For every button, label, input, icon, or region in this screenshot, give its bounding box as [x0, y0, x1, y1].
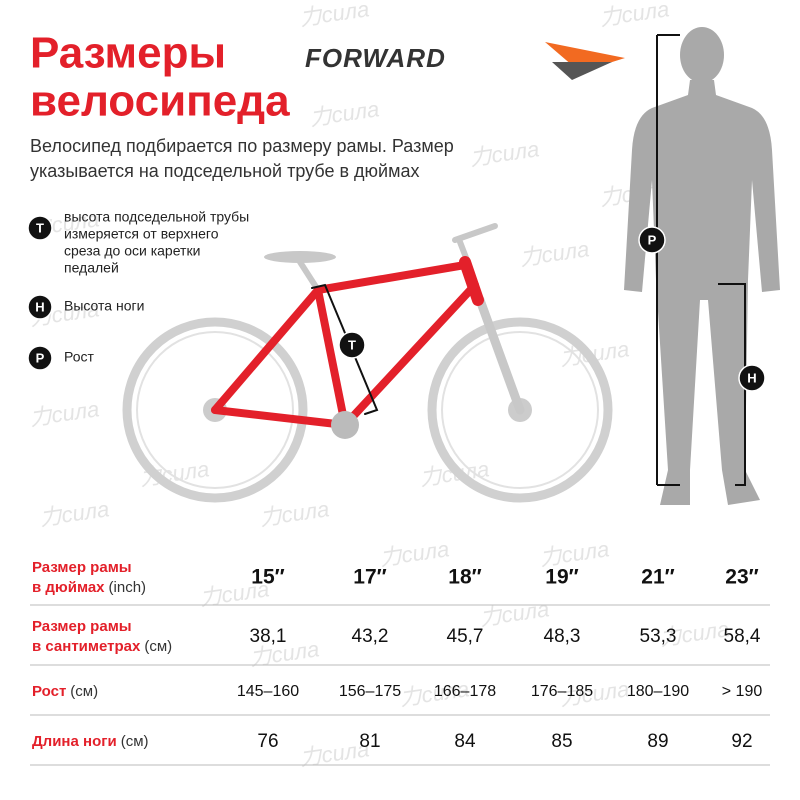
table-cell: 21″	[641, 566, 674, 589]
table-cell: 19″	[545, 566, 578, 589]
badge-letter: Н	[35, 299, 44, 314]
legend-text: Высота ноги	[64, 298, 144, 314]
badge-circle	[638, 226, 666, 254]
table-cell: 15″	[251, 566, 284, 589]
legend-text: среза до оси каретки	[64, 243, 200, 259]
badge-circle	[27, 345, 53, 371]
badge-circle	[738, 364, 766, 392]
table-cell: 58,4	[724, 626, 761, 647]
subtitle-line: Велосипед подбирается по размеру рамы. Р…	[30, 136, 454, 156]
row-unit: (см)	[70, 683, 98, 700]
table-cell: 76	[257, 731, 278, 752]
row-label: Размер рамы	[32, 559, 132, 576]
row-label: в сантиметрах (см)	[32, 638, 172, 655]
brand: FORWARD	[305, 43, 446, 73]
row-label-text: в сантиметрах	[32, 638, 141, 655]
table-cell: 166–178	[434, 683, 496, 700]
bike	[122, 223, 613, 503]
row-unit: (inch)	[109, 579, 147, 596]
row-label-text: Длина ноги	[32, 733, 117, 750]
row-label-text: в дюймах	[32, 579, 105, 596]
table-cell: 156–175	[339, 683, 401, 700]
table-cell: 48,3	[544, 626, 581, 647]
badge-letter: Т	[348, 337, 356, 352]
table-cell: 23″	[725, 566, 758, 589]
legend-text: измеряется от верхнего	[64, 226, 219, 242]
table-cell: 145–160	[237, 683, 299, 700]
table-cell: > 190	[722, 683, 763, 700]
row-label: в дюймах (inch)	[32, 579, 146, 596]
table-cell: 92	[731, 731, 752, 752]
brand-logo	[552, 62, 612, 80]
badge-circle	[338, 331, 366, 359]
badge-letter: Р	[648, 232, 657, 247]
table-cell: 17″	[353, 566, 386, 589]
table-cell: 180–190	[627, 683, 689, 700]
watermark: 力сила	[518, 236, 591, 270]
badge-letter: Т	[36, 220, 44, 235]
table-cell: 53,3	[640, 626, 677, 647]
badge-letter: Р	[36, 350, 45, 365]
row-label-text: Размер рамы	[32, 559, 132, 576]
watermark: 力сила	[468, 136, 541, 170]
watermark: 力сила	[308, 96, 381, 130]
table-cell: 45,7	[447, 626, 484, 647]
legend-text: Рост	[64, 349, 95, 365]
person	[624, 27, 780, 505]
row-label-text: Рост	[32, 683, 66, 700]
watermark: 力сила	[28, 396, 101, 430]
row-label: Размер рамы	[32, 618, 132, 635]
row-unit: (см)	[121, 733, 149, 750]
badge-circle	[27, 215, 53, 241]
watermark: 力сила	[258, 496, 331, 530]
table-cell: 18″	[448, 566, 481, 589]
row-unit: (см)	[144, 638, 172, 655]
size-table: Размер рамы в дюймах (inch) 15″ 17″ 18″ 19″ 21″…	[30, 559, 770, 766]
badge-letter: Н	[747, 370, 756, 385]
watermark: 力сила	[38, 496, 111, 530]
watermark: 力сила	[598, 0, 671, 31]
watermark: 力сила	[378, 536, 451, 570]
row-label-text: Размер рамы	[32, 618, 132, 635]
title-line: Размеры	[30, 29, 226, 78]
table-cell: 43,2	[352, 626, 389, 647]
row-label: Длина ноги (см)	[32, 733, 149, 750]
watermark: 力сила	[478, 596, 551, 630]
table-cell: 176–185	[531, 683, 593, 700]
brand-logo	[545, 42, 625, 72]
table-cell: 38,1	[250, 626, 287, 647]
legend-text: педалей	[64, 260, 119, 276]
title-line: велосипеда	[30, 77, 290, 126]
badge-circle	[27, 294, 53, 320]
table-cell: 85	[551, 731, 572, 752]
table-cell: 81	[359, 731, 380, 752]
subtitle-line: указывается на подседельной трубе в дюйм…	[30, 161, 419, 181]
row-label: Рост (см)	[32, 683, 98, 700]
badges: Т Р Н	[338, 226, 766, 392]
watermark: 力сила	[298, 0, 371, 31]
table-cell: 84	[454, 731, 476, 752]
legend-text: высота подседельной трубы	[64, 209, 249, 225]
table-cell: 89	[647, 731, 668, 752]
